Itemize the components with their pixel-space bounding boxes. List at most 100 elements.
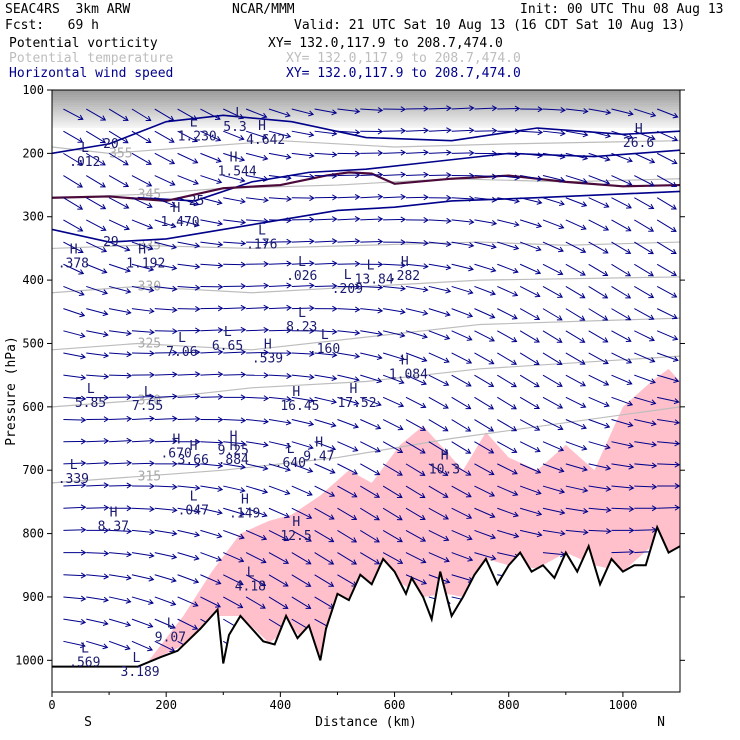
wind-vector [337,529,357,543]
extremum-value: 9.47 [303,450,334,465]
wind-vector-head [420,557,427,564]
extremum-marker-H: H [230,151,238,166]
wind-vector [291,108,314,115]
wind-vector-head [421,356,428,363]
y-tick-label: 500 [22,336,44,350]
wind-vector [291,463,313,473]
wind-vector [497,374,517,388]
wind-vector [85,152,106,166]
wind-vector [86,574,109,578]
wind-vector [542,529,565,535]
wind-vector-head [286,373,292,380]
wind-vector-head [491,127,498,134]
wind-vector [588,419,610,428]
wind-vector-head [102,289,109,295]
wind-vector [245,529,267,540]
wind-vector [291,419,314,425]
wind-vector-head [80,416,87,423]
wind-vector [497,175,520,179]
wind-vector [246,175,268,181]
wind-vector-head [423,171,429,178]
wind-vector [131,640,153,651]
wind-vector [200,152,222,162]
extremum-marker-L: L [235,106,243,121]
wind-vector-head [263,372,270,379]
wind-vector [337,218,360,221]
wind-vector [611,130,633,139]
wind-vector [86,241,107,252]
wind-vector [542,330,563,343]
wind-vector [520,529,542,536]
wind-vector-head [285,419,292,426]
x-tick-label: 400 [270,698,292,712]
wind-vector-head [103,373,110,380]
wind-vector-head [400,149,407,156]
wind-vector [314,396,337,403]
wind-vector-head [557,269,564,276]
wind-vector [428,107,451,110]
wind-vector-head [193,221,200,228]
wind-vector-head [149,329,155,336]
wind-vector-head [534,314,541,321]
wind-vector [634,374,656,384]
wind-vector [154,373,177,376]
wind-vector-head [603,202,610,208]
wind-vector-head [286,195,292,202]
wind-vector-head [77,114,84,121]
wind-vector-head [443,403,449,409]
wind-vector [314,352,337,356]
wind-vector-head [511,314,518,320]
extremum-value: 7.06 [166,345,197,360]
theta-contour-label: 330 [138,279,161,294]
wind-vector [314,374,337,380]
wind-vector-head [625,293,632,299]
wind-vector-head [103,438,110,445]
wind-vector [154,485,177,488]
wind-vector-head [239,510,246,517]
wind-vector [86,640,108,648]
wind-vector-head [354,216,361,223]
wind-vector-head [309,327,315,334]
wind-vector [268,374,291,377]
wind-vector [451,485,472,498]
wind-vector-head [148,286,155,293]
wind-vector-head [377,216,384,223]
wind-vector-head [194,508,201,515]
wind-vector-head [263,326,270,333]
wind-vector [246,329,269,332]
wind-vector-head [283,558,290,564]
wind-vector-head [535,268,542,275]
wind-vector [611,152,633,162]
wind-vector [109,529,132,532]
wind-vector-head [308,374,315,380]
wind-vector [611,286,631,299]
wind-vector-head [100,160,106,166]
legend-theta-xy: XY= 132.0,117.9 to 208.7,474.0 [286,51,521,66]
wind-vector-head [149,460,155,467]
wind-vector [497,152,520,156]
extremum-marker-H: H [292,385,300,400]
wind-vector-head [650,378,656,385]
wind-vector [360,441,381,453]
wind-vector-head [491,173,498,180]
wind-vector-head [488,426,495,432]
wind-vector [588,441,610,449]
wind-vector [108,219,130,230]
wind-vector-head [172,460,178,467]
wind-vector [177,529,200,536]
wind-vector [657,419,679,424]
pv-tropopause-line [52,171,680,203]
wind-vector [520,152,543,157]
wind-vector [611,463,634,468]
wind-vector-head [648,248,654,255]
wind-vector [177,130,198,142]
wind-vector-head [149,415,155,422]
wind-vector-head [374,447,381,453]
extremum-marker-H: H [230,429,238,444]
wind-vector-head [126,528,133,535]
wind-vector [63,419,86,421]
wind-vector [86,507,109,509]
y-tick-label: 900 [22,590,44,604]
forecast-hour: Fcst: 69 h [5,18,99,33]
